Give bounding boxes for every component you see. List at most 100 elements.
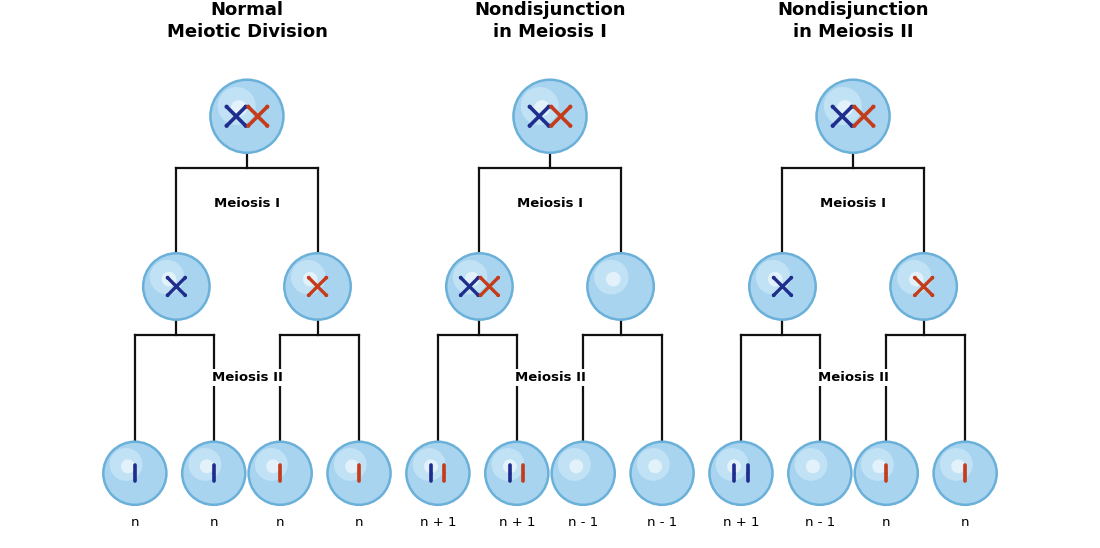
Circle shape <box>265 105 269 109</box>
Circle shape <box>934 442 997 505</box>
Circle shape <box>324 293 328 297</box>
Circle shape <box>710 442 772 505</box>
Circle shape <box>768 272 782 287</box>
Circle shape <box>547 124 551 128</box>
Text: n + 1: n + 1 <box>420 516 456 529</box>
Circle shape <box>849 105 854 109</box>
Circle shape <box>522 472 525 475</box>
Circle shape <box>816 79 890 153</box>
Circle shape <box>898 260 932 294</box>
Circle shape <box>913 276 916 279</box>
Circle shape <box>890 253 957 319</box>
Circle shape <box>406 442 470 505</box>
Circle shape <box>224 124 229 128</box>
Circle shape <box>121 459 135 473</box>
Circle shape <box>862 115 866 118</box>
Text: Meiosis I: Meiosis I <box>821 197 887 210</box>
Text: Nondisjunction
in Meiosis II: Nondisjunction in Meiosis II <box>778 1 928 41</box>
Text: n - 1: n - 1 <box>805 516 835 529</box>
Circle shape <box>284 253 351 319</box>
Circle shape <box>781 285 784 288</box>
Text: n: n <box>276 516 285 529</box>
Circle shape <box>637 448 670 481</box>
Circle shape <box>840 115 844 118</box>
Circle shape <box>266 459 280 473</box>
Circle shape <box>256 115 260 118</box>
Circle shape <box>316 285 319 288</box>
Text: n + 1: n + 1 <box>723 516 759 529</box>
Text: n: n <box>131 516 139 529</box>
Circle shape <box>184 276 187 279</box>
Circle shape <box>931 276 934 279</box>
Circle shape <box>509 472 512 475</box>
Circle shape <box>234 115 238 118</box>
Circle shape <box>790 276 793 279</box>
Circle shape <box>558 448 591 481</box>
Circle shape <box>830 105 835 109</box>
Text: Meiosis I: Meiosis I <box>213 197 279 210</box>
Circle shape <box>606 272 620 287</box>
Circle shape <box>756 260 791 294</box>
Circle shape <box>952 459 965 473</box>
Text: n: n <box>355 516 363 529</box>
Circle shape <box>939 448 972 481</box>
Circle shape <box>302 272 318 287</box>
Circle shape <box>443 472 446 475</box>
Circle shape <box>175 285 178 288</box>
Circle shape <box>570 459 583 473</box>
Circle shape <box>749 253 816 319</box>
Circle shape <box>453 260 487 294</box>
Circle shape <box>528 105 531 109</box>
Circle shape <box>459 276 463 279</box>
Circle shape <box>871 105 876 109</box>
Text: n - 1: n - 1 <box>568 516 598 529</box>
Circle shape <box>852 105 857 109</box>
Circle shape <box>345 459 359 473</box>
Circle shape <box>485 442 548 505</box>
Circle shape <box>307 276 310 279</box>
Circle shape <box>150 260 185 294</box>
Circle shape <box>852 124 857 128</box>
Circle shape <box>424 459 438 473</box>
Circle shape <box>478 276 483 279</box>
Circle shape <box>488 285 491 288</box>
Circle shape <box>648 459 662 473</box>
Circle shape <box>569 105 572 109</box>
Text: n + 1: n + 1 <box>498 516 535 529</box>
Circle shape <box>861 448 894 481</box>
Circle shape <box>459 293 463 297</box>
Circle shape <box>231 100 246 116</box>
Circle shape <box>249 442 311 505</box>
Circle shape <box>212 472 214 475</box>
Circle shape <box>538 115 541 118</box>
Circle shape <box>218 87 255 125</box>
Circle shape <box>871 124 876 128</box>
Circle shape <box>552 442 615 505</box>
Circle shape <box>496 293 500 297</box>
Circle shape <box>824 87 861 125</box>
Circle shape <box>166 276 169 279</box>
Circle shape <box>964 472 967 475</box>
Circle shape <box>931 293 934 297</box>
Circle shape <box>110 448 142 481</box>
Text: Meiosis II: Meiosis II <box>211 372 283 384</box>
Circle shape <box>184 293 187 297</box>
Circle shape <box>243 105 248 109</box>
Circle shape <box>469 285 471 288</box>
Circle shape <box>465 272 480 287</box>
Circle shape <box>243 124 248 128</box>
Circle shape <box>922 285 925 288</box>
Circle shape <box>162 272 176 287</box>
Text: n: n <box>961 516 969 529</box>
Circle shape <box>166 293 169 297</box>
Circle shape <box>430 472 432 475</box>
Circle shape <box>307 293 310 297</box>
Circle shape <box>514 79 586 153</box>
Circle shape <box>328 442 390 505</box>
Circle shape <box>716 448 748 481</box>
Circle shape <box>358 472 361 475</box>
Circle shape <box>133 472 136 475</box>
Circle shape <box>324 276 328 279</box>
Circle shape <box>872 459 887 473</box>
Circle shape <box>569 124 572 128</box>
